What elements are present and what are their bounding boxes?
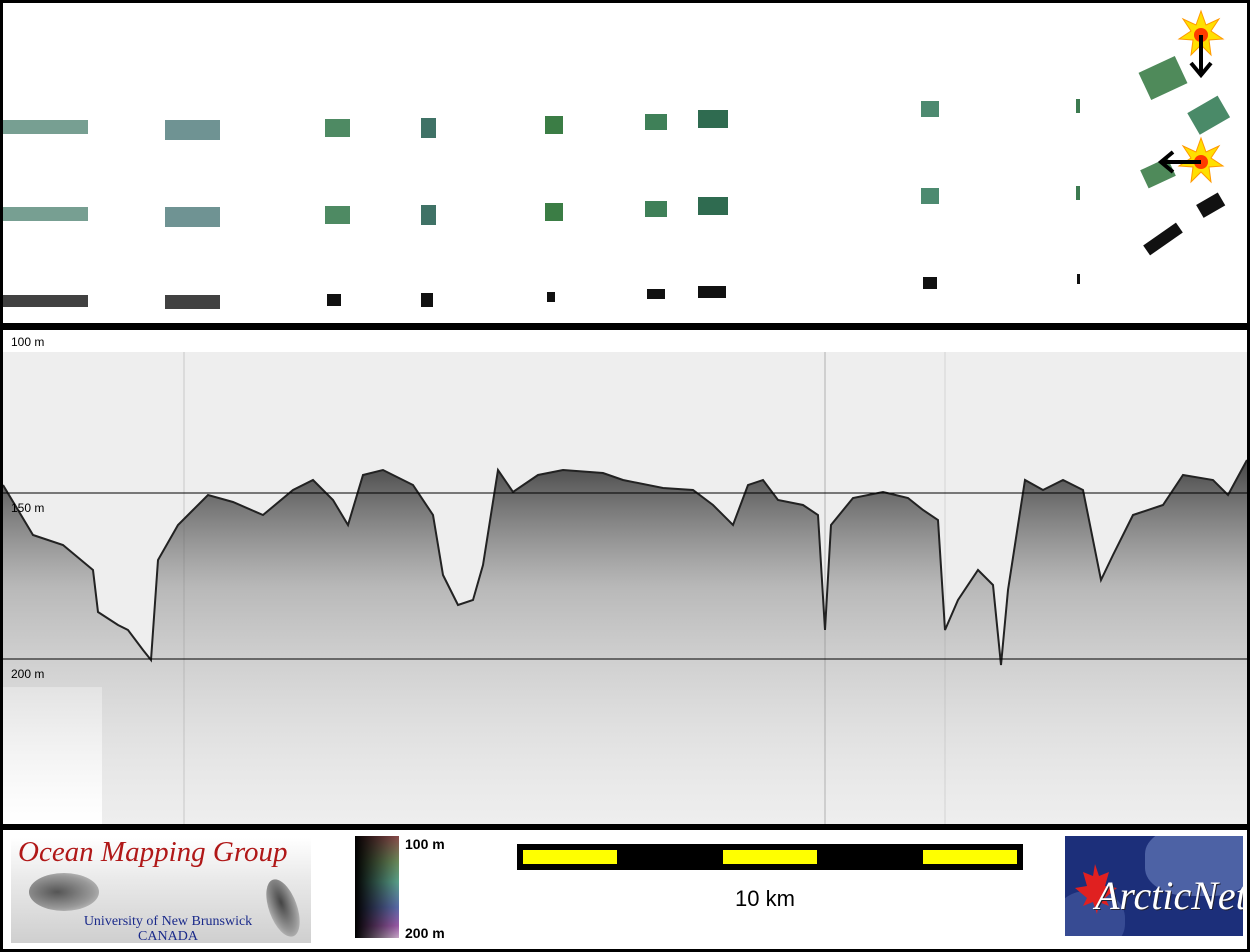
depth-label-200: 200 m — [11, 667, 45, 681]
sun-icon — [1177, 9, 1225, 79]
swath-row-2 — [3, 157, 1226, 227]
fish-image — [259, 875, 307, 941]
seafloor-return — [3, 460, 1247, 824]
scale-segment — [723, 850, 817, 864]
maple-leaf-icon — [1075, 864, 1117, 914]
whale-image — [29, 873, 99, 911]
depth-label-150: 150 m — [11, 501, 45, 515]
footer-panel: Ocean Mapping Group University of New Br… — [3, 830, 1247, 949]
depth-label-100: 100 m — [11, 335, 45, 349]
arcticnet-logo-text: ArcticNet — [1095, 873, 1243, 918]
scale-bar — [517, 844, 1023, 870]
scale-segment — [523, 850, 617, 864]
swath-overview-panel — [3, 3, 1247, 323]
swath-row-3 — [3, 222, 1183, 309]
map-shape — [1145, 836, 1243, 896]
university-name: University of New Brunswick — [83, 914, 253, 929]
omg-logo-subtitle: University of New Brunswick CANADA — [78, 914, 258, 944]
scale-bar-label: 10 km — [735, 886, 795, 911]
omg-logo-title: Ocean Mapping Group — [18, 836, 288, 868]
depth-profile-panel: 100 m 150 m 200 m — [3, 330, 1247, 824]
swath-patches — [3, 9, 1231, 309]
omg-logo — [11, 838, 311, 943]
sun-icon — [1157, 136, 1225, 184]
swath-row-1 — [3, 55, 1231, 140]
country-name: CANADA — [138, 929, 198, 944]
backscatter-profile — [3, 352, 1247, 824]
colorbar-bottom-label: 200 m — [405, 925, 445, 941]
scale-segment — [923, 850, 1017, 864]
colorbar-shade — [355, 836, 399, 938]
arcticnet-logo: ArcticNet — [1065, 836, 1243, 936]
colorbar-top-label: 100 m — [405, 836, 445, 852]
